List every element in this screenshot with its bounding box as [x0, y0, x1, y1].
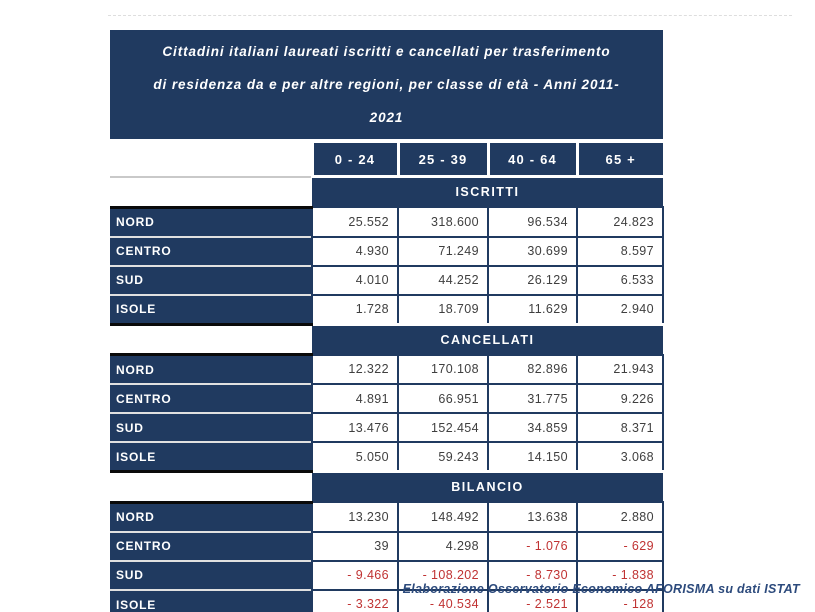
- section-header-iscritti: ISCRITTI: [312, 175, 663, 207]
- table-row: NORD 13.230 148.492 13.638 2.880: [110, 501, 664, 533]
- corner-cell: [110, 143, 312, 178]
- data-cell: 8.597: [576, 235, 664, 267]
- age-header-row: 0 - 24 25 - 39 40 - 64 65 +: [110, 143, 663, 178]
- data-cell: 5.050: [311, 441, 399, 473]
- data-cell: 21.943: [576, 353, 664, 385]
- data-cell: 4.298: [397, 530, 489, 562]
- data-cell: - 128: [576, 588, 664, 612]
- data-cell: 25.552: [311, 206, 399, 238]
- row-label: CENTRO: [110, 235, 313, 266]
- table-row: SUD 4.010 44.252 26.129 6.533: [110, 264, 664, 296]
- data-cell: 8.371: [576, 412, 664, 443]
- data-cell: 148.492: [397, 501, 489, 533]
- data-cell: - 40.534: [397, 588, 489, 612]
- table-title-line-3: 2021: [369, 110, 404, 125]
- table-row: ISOLE 1.728 18.709 11.629 2.940: [110, 293, 664, 325]
- section-header-bilancio: BILANCIO: [312, 470, 663, 502]
- col-header-65plus: 65 +: [575, 143, 663, 178]
- statistical-table-block: Cittadini italiani laureati iscritti e c…: [110, 30, 664, 612]
- data-cell: - 629: [576, 530, 664, 562]
- data-cell: - 108.202: [397, 559, 489, 591]
- data-cell: 18.709: [397, 293, 489, 325]
- row-label: ISOLE: [110, 441, 313, 472]
- data-cell: - 9.466: [311, 559, 399, 591]
- data-cell: 318.600: [397, 206, 489, 238]
- row-label: NORD: [110, 206, 313, 237]
- table-title: Cittadini italiani laureati iscritti e c…: [110, 30, 663, 139]
- corner-cell: [110, 176, 312, 209]
- data-cell: 152.454: [397, 412, 489, 443]
- corner-cell: [110, 322, 312, 356]
- data-cell: 1.728: [311, 293, 399, 325]
- table-row: CENTRO 4.930 71.249 30.699 8.597: [110, 235, 664, 267]
- col-header-25-39: 25 - 39: [396, 143, 488, 178]
- row-label: ISOLE: [110, 588, 313, 612]
- source-note: Elaborazione Osservatorio Economico AFOR…: [402, 582, 800, 596]
- data-cell: 39: [311, 530, 399, 562]
- data-cell: 66.951: [397, 383, 489, 414]
- table-row: SUD - 9.466 - 108.202 - 8.730 - 1.838: [110, 559, 664, 591]
- data-cell: 30.699: [487, 235, 578, 267]
- data-cell: 59.243: [397, 441, 489, 473]
- row-label: SUD: [110, 559, 313, 590]
- section-band-row: ISCRITTI: [110, 175, 663, 209]
- data-cell: - 1.076: [487, 530, 578, 562]
- top-artifact-line: [108, 15, 792, 16]
- data-cell: 71.249: [397, 235, 489, 267]
- data-cell: 26.129: [487, 264, 578, 296]
- data-cell: 13.230: [311, 501, 399, 533]
- data-cell: 3.068: [576, 441, 664, 473]
- row-label: ISOLE: [110, 293, 313, 324]
- row-label: NORD: [110, 353, 313, 384]
- table-row: ISOLE - 3.322 - 40.534 - 2.521 - 128: [110, 588, 664, 612]
- table-row: CENTRO 4.891 66.951 31.775 9.226: [110, 383, 664, 414]
- col-header-40-64: 40 - 64: [486, 143, 577, 178]
- data-cell: 12.322: [311, 353, 399, 385]
- data-cell: 2.880: [576, 501, 664, 533]
- data-cell: 13.638: [487, 501, 578, 533]
- data-cell: 24.823: [576, 206, 664, 238]
- table-row: ISOLE 5.050 59.243 14.150 3.068: [110, 441, 664, 473]
- data-cell: - 2.521: [487, 588, 578, 612]
- data-cell: 11.629: [487, 293, 578, 325]
- row-label: SUD: [110, 264, 313, 295]
- corner-cell: [110, 470, 312, 504]
- data-cell: 82.896: [487, 353, 578, 385]
- table-row: NORD 12.322 170.108 82.896 21.943: [110, 353, 664, 385]
- data-cell: 13.476: [311, 412, 399, 443]
- data-table: 0 - 24 25 - 39 40 - 64 65 + ISCRITTI NOR…: [110, 143, 664, 612]
- data-cell: 4.891: [311, 383, 399, 414]
- data-cell: 6.533: [576, 264, 664, 296]
- data-cell: 34.859: [487, 412, 578, 443]
- data-cell: 31.775: [487, 383, 578, 414]
- table-row: NORD 25.552 318.600 96.534 24.823: [110, 206, 664, 238]
- data-cell: - 3.322: [311, 588, 399, 612]
- row-label: CENTRO: [110, 383, 313, 413]
- table-title-line-1: Cittadini italiani laureati iscritti e c…: [162, 44, 611, 59]
- data-cell: 4.010: [311, 264, 399, 296]
- table-row: CENTRO 39 4.298 - 1.076 - 629: [110, 530, 664, 562]
- col-header-0-24: 0 - 24: [310, 143, 398, 178]
- data-cell: 4.930: [311, 235, 399, 267]
- table-row: SUD 13.476 152.454 34.859 8.371: [110, 412, 664, 443]
- row-label: SUD: [110, 412, 313, 442]
- section-header-cancellati: CANCELLATI: [312, 322, 663, 355]
- row-label: CENTRO: [110, 530, 313, 561]
- data-cell: 2.940: [576, 293, 664, 325]
- data-cell: 44.252: [397, 264, 489, 296]
- section-band-row: BILANCIO: [110, 470, 663, 504]
- data-cell: 170.108: [397, 353, 489, 385]
- data-cell: 9.226: [576, 383, 664, 414]
- section-band-row: CANCELLATI: [110, 322, 663, 356]
- data-cell: 14.150: [487, 441, 578, 473]
- data-cell: - 1.838: [576, 559, 664, 591]
- data-cell: - 8.730: [487, 559, 578, 591]
- row-label: NORD: [110, 501, 313, 532]
- data-cell: 96.534: [487, 206, 578, 238]
- table-title-line-2: di residenza da e per altre regioni, per…: [153, 77, 620, 92]
